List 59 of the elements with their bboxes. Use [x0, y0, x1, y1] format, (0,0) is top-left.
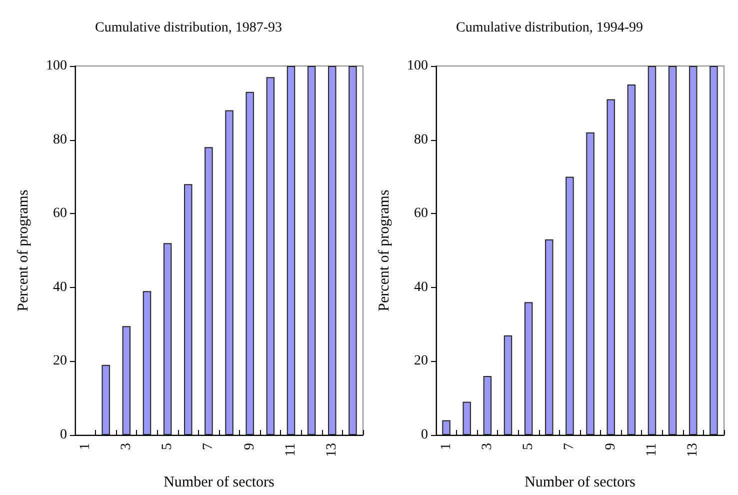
- x-tick-label: 7: [201, 443, 216, 450]
- bar: [606, 99, 615, 435]
- bar: [648, 66, 656, 435]
- bar: [122, 326, 131, 435]
- x-tick-label: 9: [603, 443, 618, 450]
- x-tick-label: 11: [644, 443, 660, 456]
- x-tick-label: 11: [284, 443, 298, 456]
- bar: [483, 376, 492, 435]
- bar: [566, 176, 574, 435]
- bar: [266, 77, 275, 435]
- bar: [442, 420, 450, 435]
- y-tick-label: 40: [414, 280, 428, 295]
- bar: [668, 66, 677, 435]
- x-tick-label: 5: [160, 443, 176, 450]
- y-axis-title: Percent of programs: [16, 190, 32, 312]
- y-tick-label: 40: [53, 280, 67, 295]
- x-tick-label: 1: [438, 443, 454, 450]
- x-tick-label: 5: [521, 443, 536, 450]
- y-tick-label: 0: [60, 428, 67, 442]
- bar: [184, 184, 192, 435]
- bar: [524, 302, 533, 435]
- x-axis-title: Number of sectors: [164, 474, 275, 490]
- bar: [286, 66, 296, 435]
- bar: [328, 66, 336, 435]
- bar: [225, 110, 234, 435]
- y-tick-label: 20: [53, 354, 67, 369]
- bar: [307, 66, 316, 435]
- bar: [710, 66, 718, 435]
- bar: [246, 92, 254, 435]
- y-tick-label: 20: [414, 354, 428, 369]
- bar: [348, 66, 357, 435]
- y-axis-title: Percent of programs: [376, 190, 392, 312]
- bar: [627, 84, 636, 435]
- x-tick-label: 3: [118, 443, 134, 450]
- bar: [102, 364, 110, 435]
- x-tick-label: 13: [686, 443, 701, 457]
- bar: [504, 335, 512, 435]
- x-tick-label: 7: [562, 443, 578, 450]
- x-tick-label: 9: [242, 443, 258, 450]
- y-tick-label: 60: [53, 206, 67, 222]
- y-tick-label: 100: [407, 58, 428, 74]
- x-tick-label: 13: [324, 443, 340, 457]
- x-axis-title: Number of sectors: [524, 474, 636, 490]
- y-tick-label: 80: [414, 132, 428, 148]
- bar: [163, 243, 172, 435]
- chart-title: Cumulative distribution, 1994-99: [456, 20, 644, 36]
- bar: [142, 291, 152, 435]
- bar: [545, 239, 554, 435]
- y-tick-label: 60: [414, 206, 428, 222]
- y-tick-label: 80: [53, 132, 67, 148]
- bar: [689, 66, 698, 435]
- x-tick-label: 1: [78, 443, 93, 450]
- bar: [462, 402, 471, 435]
- bar: [586, 132, 594, 435]
- x-tick-label: 3: [480, 443, 495, 450]
- y-tick-label: 0: [421, 428, 428, 442]
- chart-title: Cumulative distribution, 1987-93: [94, 20, 282, 36]
- y-tick-label: 100: [46, 58, 67, 74]
- bar: [204, 147, 213, 435]
